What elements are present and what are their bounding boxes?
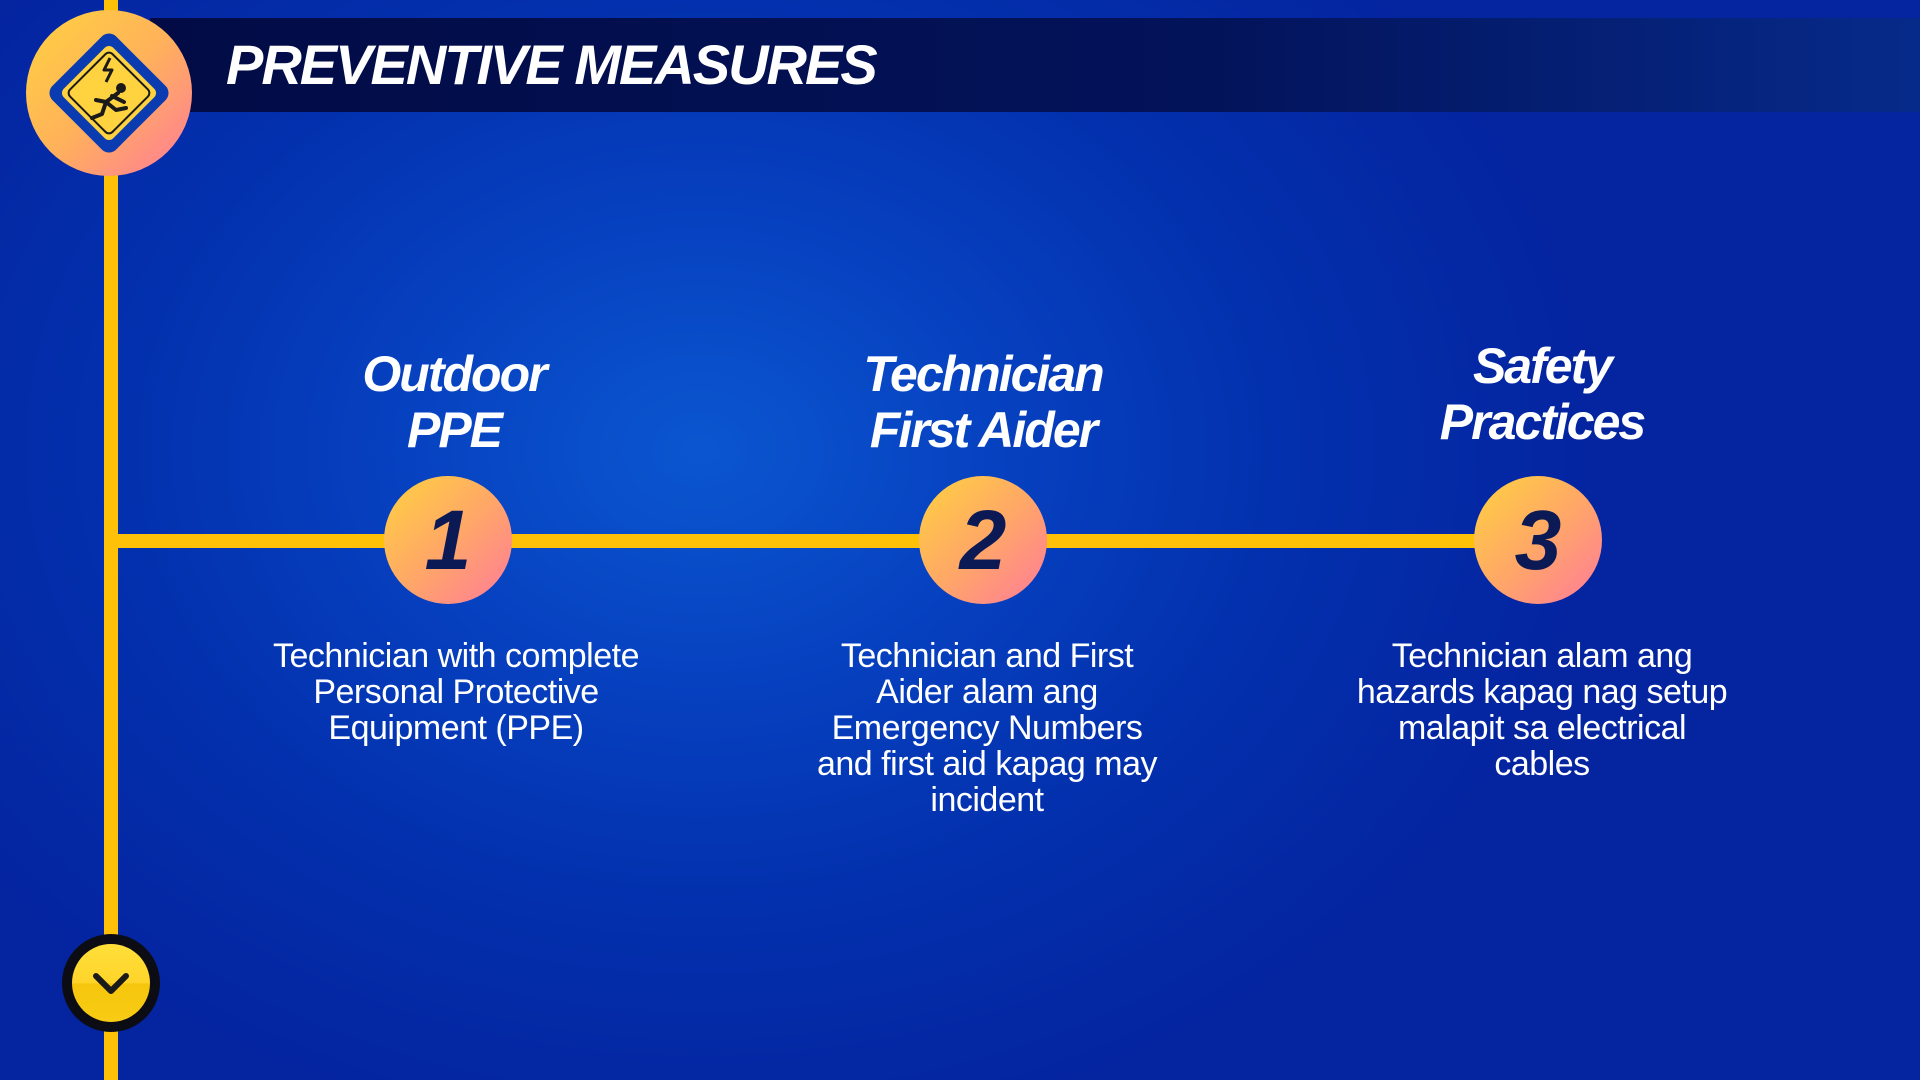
step-2-desc-line: Aider alam ang [876,673,1098,711]
timeline-horizontal-line [104,534,1544,548]
step-1-circle: 1 [384,476,512,604]
step-2-title: Technician First Aider [773,346,1193,458]
page-title: PREVENTIVE MEASURES [226,33,878,96]
scroll-down-button[interactable] [62,934,160,1032]
step-3-number: 3 [1514,493,1562,587]
step-1-description: Technician with complete Personal Protec… [236,638,676,746]
logo-badge [26,10,192,176]
step-2-title-line1: Technician [863,346,1104,402]
step-3-title-line1: Safety [1472,338,1613,394]
step-2-desc-line: incident [930,781,1044,819]
step-2-desc-line: Emergency Numbers [831,709,1143,747]
scroll-down-button-face [72,944,150,1022]
step-1-desc-line: Technician with complete [273,637,639,675]
chevron-down-icon [93,973,129,994]
step-3-description: Technician alam ang hazards kapag nag se… [1322,638,1762,782]
electric-shock-warning-icon [49,33,169,153]
step-3-desc-line: malapit sa electrical [1397,709,1687,747]
step-1-number: 1 [424,493,472,587]
step-3-circle: 3 [1474,476,1602,604]
step-1-desc-line: Personal Protective [313,673,599,711]
step-2-number: 2 [959,493,1007,587]
step-2-description: Technician and First Aider alam ang Emer… [767,638,1207,818]
step-2-title-line2: First Aider [869,402,1098,458]
step-3-title: Safety Practices [1332,338,1752,450]
step-1-desc-line: Equipment (PPE) [328,709,584,747]
step-2-desc-line: Technician and First [840,637,1134,675]
step-2-circle: 2 [919,476,1047,604]
step-1-title-line2: PPE [406,402,503,458]
step-3-title-line2: Practices [1439,394,1646,450]
step-3-desc-line: Technician alam ang [1391,637,1693,675]
header-bar [150,18,1920,112]
step-2-desc-line: and first aid kapag may [816,745,1158,783]
step-3-desc-line: cables [1494,745,1590,783]
step-1-title-line1: Outdoor [362,346,547,402]
step-1-title: Outdoor PPE [244,346,664,458]
step-3-desc-line: hazards kapag nag setup [1356,673,1728,711]
